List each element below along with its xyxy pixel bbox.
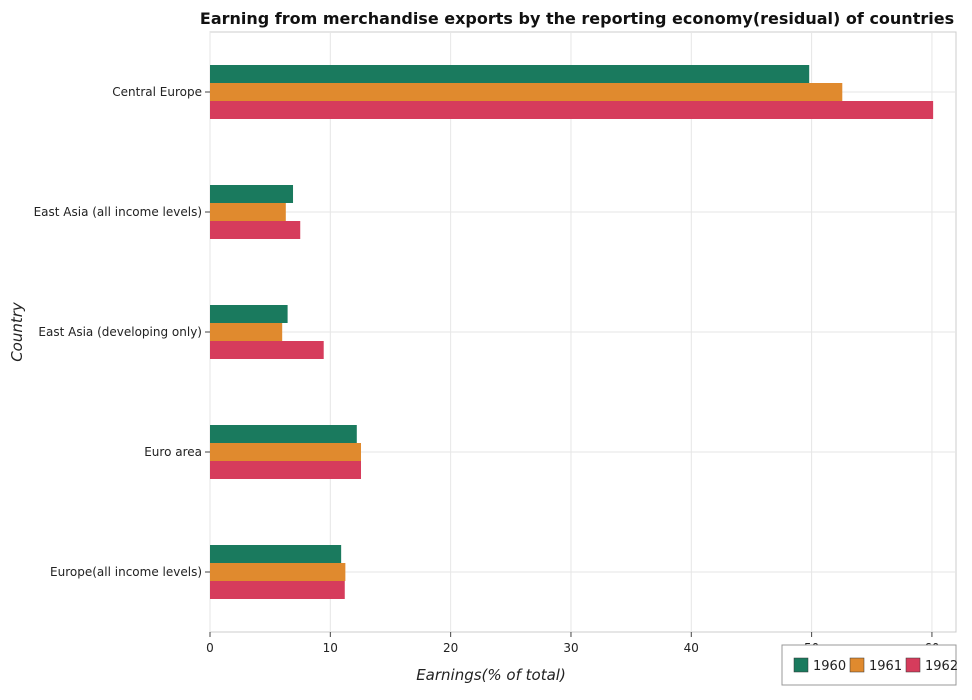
x-axis-label: Earnings(% of total)	[416, 666, 566, 684]
x-tick-label: 20	[443, 641, 458, 655]
legend: 1960 1961 1962	[781, 644, 958, 686]
legend-swatch	[793, 657, 809, 673]
legend-swatch	[905, 657, 921, 673]
legend-label: 1962	[925, 659, 958, 674]
bar-1961	[210, 443, 362, 461]
legend-label: 1960	[813, 659, 846, 674]
bar-1962	[210, 461, 362, 479]
bar-1960	[210, 545, 342, 563]
bar-1962	[210, 341, 324, 359]
bar-1960	[210, 425, 357, 443]
y-tick-label: East Asia (all income levels)	[34, 205, 202, 219]
legend-swatch	[849, 657, 865, 673]
bar-1961	[210, 203, 286, 221]
bar-1962	[210, 101, 934, 119]
y-tick-label: East Asia (developing only)	[38, 325, 202, 339]
x-tick-label: 40	[684, 641, 699, 655]
y-tick-label: Euro area	[144, 445, 202, 459]
bar-1961	[210, 563, 346, 581]
bar-1960	[210, 305, 288, 323]
bar-1962	[210, 581, 345, 599]
chart-title: Earning from merchandise exports by the …	[200, 9, 954, 28]
x-tick-label: 30	[563, 641, 578, 655]
x-tick-label: 10	[323, 641, 338, 655]
y-tick-label: Central Europe	[112, 85, 202, 99]
bar-1960	[210, 65, 810, 83]
bars	[210, 65, 934, 599]
x-tick-label: 0	[206, 641, 214, 655]
bar-1960	[210, 185, 294, 203]
bar-1962	[210, 221, 301, 239]
legend-box	[781, 644, 957, 686]
y-axis-label: Country	[8, 301, 26, 362]
y-tick-label: Europe(all income levels)	[50, 565, 202, 579]
legend-label: 1961	[869, 659, 902, 674]
y-ticks: Central Europe East Asia (all income leve…	[34, 85, 210, 579]
bar-1961	[210, 323, 283, 341]
bar-1961	[210, 83, 843, 101]
